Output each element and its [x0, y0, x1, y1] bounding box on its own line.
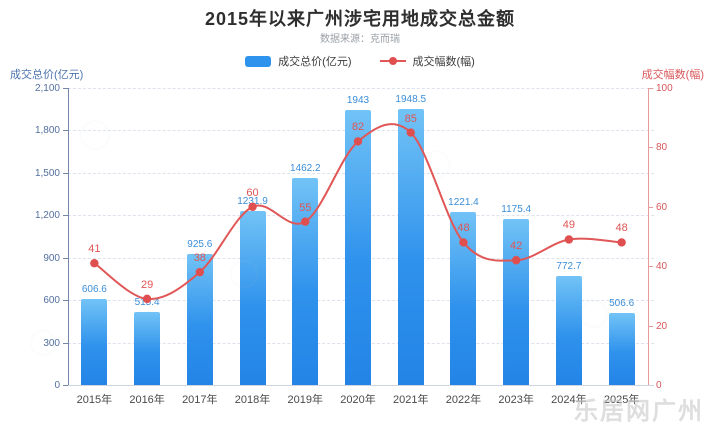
left-axis-tick-label: 1,200: [34, 210, 60, 222]
right-axis-tick: [648, 325, 653, 327]
bar-legend-swatch-icon: [245, 55, 272, 67]
point-value-label: 38: [193, 252, 206, 265]
x-axis-label: 2021年: [392, 394, 429, 406]
right-axis-tick: [648, 206, 653, 208]
left-axis-tick-label: 1,500: [34, 167, 60, 179]
x-axis-label: 2018年: [234, 394, 271, 406]
left-axis-tick: [63, 300, 68, 302]
left-axis-tick: [63, 88, 68, 89]
left-axis-tick: [63, 172, 68, 174]
left-axis-tick-label: 1,800: [34, 125, 60, 137]
faint-watermark-icon: [30, 330, 56, 356]
chart-title: 2015年以来广州涉宅用地成交总金额: [204, 9, 516, 29]
bar: [186, 254, 213, 385]
point-value-label: 29: [140, 278, 154, 291]
legend-item-line: 成交幅数(幅): [379, 53, 475, 69]
point-value-label: 41: [88, 243, 101, 256]
bar-value-label: 1175.4: [501, 203, 532, 215]
bar: [239, 210, 266, 385]
chart-subtitle: 数据来源：克而瑞: [320, 34, 400, 45]
right-axis-tick-label: 80: [656, 142, 668, 154]
point-value-label: 60: [246, 186, 259, 199]
legend: 成交总价(亿元) 成交幅数(幅): [0, 53, 720, 69]
point-value-label: 48: [457, 222, 470, 235]
right-axis-tick: [648, 88, 653, 89]
point-value-label: 49: [562, 219, 576, 232]
bar: [81, 299, 108, 385]
right-axis-tick: [648, 147, 653, 149]
bar-value-label: 772.7: [556, 260, 582, 272]
left-axis-tick: [63, 130, 68, 132]
x-axis-label: 2020年: [340, 394, 376, 406]
faint-watermark-icon: [80, 120, 110, 150]
right-axis-tick-label: 100: [656, 83, 673, 94]
left-axis-tick-label: 0: [54, 380, 60, 391]
x-axis-label: 2023年: [498, 394, 534, 406]
left-axis-title: 成交总价(亿元): [10, 69, 84, 81]
left-axis-tick: [63, 342, 68, 344]
legend-label: 成交总价(亿元): [278, 56, 352, 68]
legend-label: 成交幅数(幅): [412, 56, 475, 68]
left-axis-tick: [63, 215, 68, 217]
x-axis-line: [68, 385, 654, 386]
bar: [134, 312, 161, 385]
grid-line: [68, 88, 654, 89]
right-axis-tick: [648, 266, 653, 268]
point-value-label: 42: [510, 240, 523, 253]
right-axis-tick-label: 40: [656, 261, 668, 273]
bar-value-label: 1943: [346, 95, 370, 107]
left-axis-tick: [63, 257, 68, 259]
left-axis-tick: [63, 385, 68, 386]
site-watermark: 乐居网广州: [574, 398, 704, 425]
point-value-label: 82: [351, 121, 365, 134]
data-point: [90, 259, 99, 268]
bar-value-label: 515.4: [134, 297, 160, 309]
bar-value-label: 1948.5: [395, 94, 427, 106]
x-axis-label: 2024年: [551, 394, 587, 406]
bar-value-label: 1462.2: [289, 163, 321, 175]
right-axis-tick-label: 0: [656, 380, 662, 391]
right-axis-title: 成交幅数(幅): [641, 69, 704, 81]
left-axis-tick-label: 600: [43, 295, 60, 307]
x-axis-label: 2016年: [129, 394, 165, 406]
bar: [608, 313, 635, 385]
data-point: [617, 238, 626, 247]
faint-watermark-icon: [580, 300, 608, 328]
bar-value-label: 925.6: [187, 239, 213, 251]
left-axis-tick-label: 2,100: [34, 83, 60, 94]
right-axis-tick-label: 60: [656, 201, 668, 213]
legend-item-bar: 成交总价(亿元): [245, 53, 352, 69]
x-axis-label: 2015年: [76, 394, 113, 406]
x-axis-label: 2022年: [445, 394, 482, 406]
point-value-label: 55: [299, 201, 312, 214]
right-axis-tick-label: 20: [656, 320, 668, 332]
bar-value-label: 506.6: [609, 298, 635, 310]
faint-watermark-icon: [420, 150, 450, 180]
x-axis-label: 2025年: [603, 394, 640, 406]
bar: [450, 212, 477, 385]
point-value-label: 48: [615, 222, 628, 235]
left-axis-line: [68, 88, 69, 385]
right-axis-line: [648, 88, 649, 385]
bar-value-label: 606.6: [81, 284, 107, 296]
x-axis-label: 2017年: [182, 394, 218, 406]
bar: [345, 110, 371, 385]
point-value-label: 85: [404, 112, 417, 125]
faint-watermark-icon: [230, 260, 258, 288]
x-axis-label: 2019年: [287, 394, 323, 406]
bar: [555, 275, 582, 385]
line-legend-swatch-icon: [379, 57, 406, 65]
bar: [397, 109, 424, 385]
left-axis-tick-label: 900: [43, 252, 60, 264]
data-point: [564, 235, 574, 244]
